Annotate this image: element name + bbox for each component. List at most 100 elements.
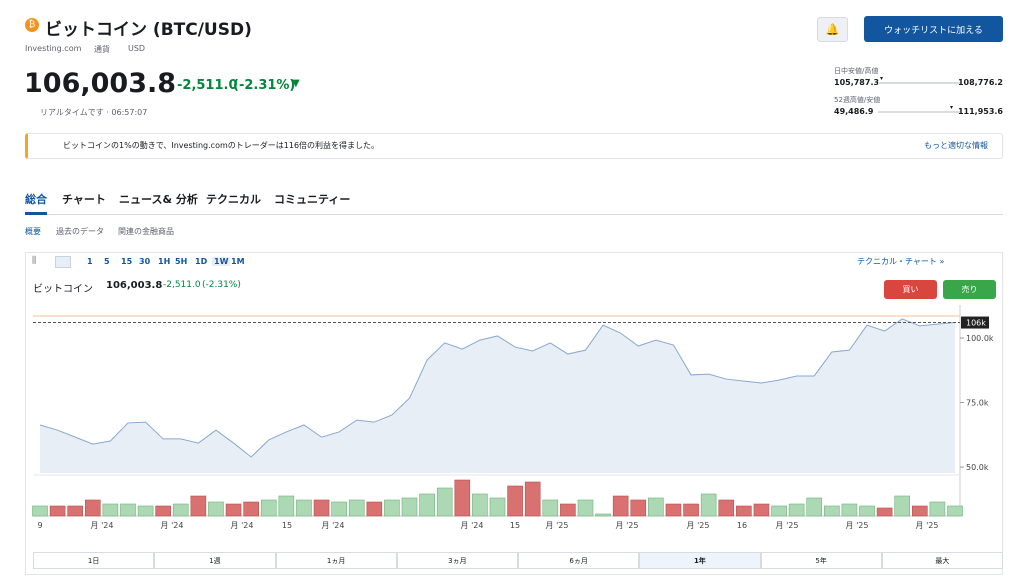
volume-bar bbox=[507, 485, 523, 517]
volume-bar bbox=[524, 481, 541, 517]
range-button[interactable]: 6ヵ月 bbox=[518, 552, 640, 569]
volume-bar bbox=[384, 499, 400, 517]
volume-bar bbox=[225, 503, 242, 517]
last-price-box bbox=[961, 316, 989, 329]
volume-bar bbox=[947, 505, 963, 517]
volume-bar bbox=[718, 499, 735, 517]
volume-bar bbox=[489, 497, 506, 517]
y-tick-label: 100.0k bbox=[966, 334, 994, 343]
volume-bar bbox=[49, 505, 66, 517]
x-tick-label: 月 '25 bbox=[687, 521, 710, 530]
volume-bar bbox=[190, 495, 207, 517]
range-button[interactable]: 3ヵ月 bbox=[396, 552, 518, 569]
interval[interactable]: 1 bbox=[87, 257, 93, 266]
x-tick-label: 15 bbox=[510, 521, 520, 530]
area-fill bbox=[40, 318, 955, 473]
chart-frame bbox=[25, 252, 1003, 575]
sell-label: 売り bbox=[961, 285, 978, 294]
legend-change: -2,511.0 bbox=[163, 280, 201, 290]
range-button[interactable]: 1日 bbox=[33, 552, 155, 569]
volume-bar bbox=[155, 505, 171, 517]
volume-bar bbox=[612, 495, 629, 517]
volume-bar bbox=[137, 505, 154, 517]
x-tick-label: 月 '25 bbox=[546, 521, 569, 530]
alert-button[interactable]: 🔔 bbox=[817, 17, 848, 42]
x-tick-label: 15 bbox=[282, 521, 292, 530]
range-button[interactable]: 1週 bbox=[154, 552, 276, 569]
volume-bar bbox=[313, 499, 330, 517]
range-button[interactable]: 5年 bbox=[760, 552, 882, 569]
interval[interactable]: 5 bbox=[104, 257, 110, 266]
area-icon bbox=[55, 256, 71, 268]
interval[interactable]: 1H bbox=[158, 257, 171, 266]
range-low: 105,787.3 bbox=[834, 78, 880, 87]
volume-bar bbox=[876, 507, 893, 517]
watchlist-button[interactable]: ウォッチリストに加える bbox=[864, 16, 1003, 42]
source[interactable]: Investing.com bbox=[25, 44, 82, 53]
range-button[interactable]: 最大 bbox=[881, 552, 1003, 569]
x-tick-label: 月 '25 bbox=[846, 521, 869, 530]
x-tick-label: 月 '24 bbox=[231, 521, 254, 530]
legend-name: ビットコイン bbox=[33, 284, 93, 295]
x-tick-label: 月 '24 bbox=[91, 521, 114, 530]
tab[interactable]: 総合 bbox=[25, 193, 47, 206]
interval[interactable]: 1M bbox=[231, 257, 245, 266]
interval[interactable]: 1D bbox=[195, 257, 208, 266]
volume-bar bbox=[436, 487, 453, 517]
x-tick-label: 月 '25 bbox=[776, 521, 799, 530]
range-high: 108,776.2 bbox=[957, 78, 1003, 87]
x-tick-label: 16 bbox=[737, 521, 747, 530]
interval[interactable]: 30 bbox=[139, 257, 151, 266]
range-marker: ▾ bbox=[880, 75, 884, 82]
legend-change-pct: (-2.31%) bbox=[202, 280, 241, 290]
sell-button[interactable]: 売り bbox=[943, 280, 996, 299]
volume-bar bbox=[260, 499, 277, 517]
banner-text: ビットコインの1%の動きで、Investing.comのトレーダーは116倍の利… bbox=[63, 141, 380, 150]
change-pct: (-2.31%) bbox=[233, 78, 296, 93]
buy-button[interactable]: 買い bbox=[884, 280, 937, 299]
tab[interactable]: テクニカル bbox=[206, 193, 261, 206]
range-button-label: 1年 bbox=[693, 556, 706, 565]
range-track bbox=[878, 82, 960, 84]
volume-bar bbox=[454, 479, 471, 517]
volume-bar bbox=[824, 505, 840, 517]
range-button-label: 5年 bbox=[815, 556, 827, 565]
range-button-label: 1ヵ月 bbox=[326, 556, 346, 565]
banner-link[interactable]: もっと適切な情報 bbox=[924, 141, 988, 150]
volume-bar bbox=[630, 499, 647, 517]
price-line bbox=[39, 318, 956, 458]
tech-link[interactable]: テクニカル・チャート » bbox=[857, 257, 945, 266]
volume-bar bbox=[683, 503, 699, 517]
subtab[interactable]: 概要 bbox=[25, 227, 41, 236]
volume-bar bbox=[366, 501, 383, 517]
subtab[interactable]: 過去のデータ bbox=[56, 227, 104, 236]
range-button-label: 1週 bbox=[209, 556, 221, 565]
x-tick-label: 月 '24 bbox=[322, 521, 345, 530]
tab[interactable]: チャート bbox=[62, 193, 106, 206]
range-button-label: 1日 bbox=[87, 556, 100, 565]
volume-bar bbox=[542, 499, 559, 517]
y-tick-label: 50.0k bbox=[966, 463, 989, 472]
interval[interactable]: 5H bbox=[175, 257, 188, 266]
x-tick-label: 月 '25 bbox=[616, 521, 639, 530]
volume-bar bbox=[419, 493, 435, 517]
interval[interactable]: 1W bbox=[212, 257, 231, 266]
range-button[interactable]: 1ヵ月 bbox=[275, 552, 397, 569]
currency-label: 通貨 bbox=[94, 45, 110, 54]
status: リアルタイムです · 06:57:07 bbox=[40, 108, 148, 117]
last-price-label: 106k bbox=[966, 319, 986, 328]
tab-rule bbox=[25, 214, 1003, 215]
interval[interactable]: 15 bbox=[121, 257, 133, 266]
tab[interactable]: コミュニティー bbox=[274, 193, 351, 206]
range-label: 日中安値/高値 bbox=[834, 67, 879, 75]
volume-bar bbox=[102, 503, 119, 517]
volume-bar bbox=[172, 503, 189, 517]
tab[interactable]: ニュース& 分析 bbox=[119, 193, 198, 206]
volume-bar bbox=[648, 497, 664, 517]
volume-bar bbox=[278, 495, 295, 517]
down-arrow: ▼ bbox=[292, 78, 300, 89]
range-button[interactable]: 1年 bbox=[639, 552, 761, 569]
range-low: 49,486.9 bbox=[834, 107, 874, 116]
subtab[interactable]: 関連の金融商品 bbox=[118, 227, 174, 236]
